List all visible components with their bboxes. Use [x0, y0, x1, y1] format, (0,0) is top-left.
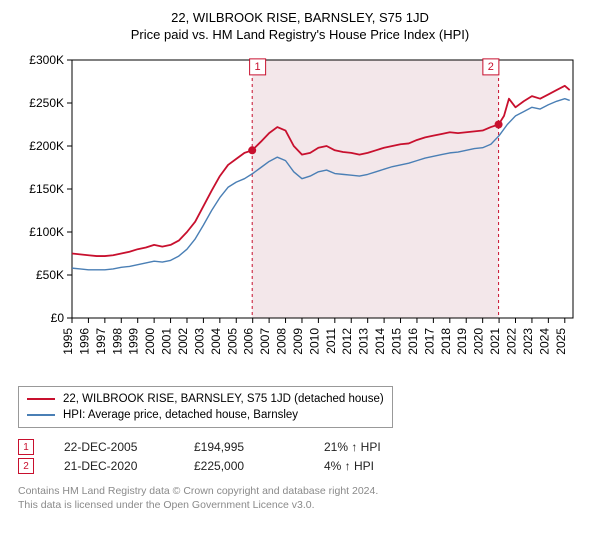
x-tick-label: 2018	[439, 328, 453, 355]
legend-row: HPI: Average price, detached house, Barn…	[27, 407, 384, 423]
x-tick-label: 2022	[505, 328, 519, 355]
sale-row: 1 22-DEC-2005 £194,995 21% ↑ HPI	[18, 439, 582, 455]
y-tick-label: £300K	[29, 53, 64, 67]
sale-marker-id: 2	[18, 458, 34, 474]
x-tick-label: 2009	[291, 328, 305, 355]
legend-label: HPI: Average price, detached house, Barn…	[63, 407, 298, 423]
x-tick-label: 2021	[488, 328, 502, 355]
x-tick-label: 1999	[127, 328, 141, 355]
x-tick-label: 2023	[521, 328, 535, 355]
x-tick-label: 2013	[357, 328, 371, 355]
x-tick-label: 1996	[77, 328, 91, 355]
x-tick-label: 2015	[390, 328, 404, 355]
legend-row: 22, WILBROOK RISE, BARNSLEY, S75 1JD (de…	[27, 391, 384, 407]
y-tick-label: £50K	[36, 268, 64, 282]
sale-date: 22-DEC-2005	[64, 440, 164, 454]
x-tick-label: 2004	[209, 328, 223, 355]
y-tick-label: £100K	[29, 225, 64, 239]
marker-dot-1	[248, 146, 256, 154]
y-tick-label: £250K	[29, 96, 64, 110]
x-tick-label: 2006	[242, 328, 256, 355]
page-subtitle: Price paid vs. HM Land Registry's House …	[18, 27, 582, 42]
x-tick-label: 1998	[110, 328, 124, 355]
sale-row: 2 21-DEC-2020 £225,000 4% ↑ HPI	[18, 458, 582, 474]
sale-price: £194,995	[194, 440, 294, 454]
x-tick-label: 2025	[554, 328, 568, 355]
y-tick-label: £0	[51, 311, 65, 325]
sale-delta: 4% ↑ HPI	[324, 459, 424, 473]
x-tick-label: 2019	[455, 328, 469, 355]
legend: 22, WILBROOK RISE, BARNSLEY, S75 1JD (de…	[18, 386, 393, 428]
marker-label-2: 2	[488, 61, 494, 73]
x-tick-label: 2012	[340, 328, 354, 355]
x-tick-label: 2007	[258, 328, 272, 355]
x-tick-label: 2000	[143, 328, 157, 355]
x-tick-label: 2002	[176, 328, 190, 355]
x-tick-label: 2020	[472, 328, 486, 355]
legend-label: 22, WILBROOK RISE, BARNSLEY, S75 1JD (de…	[63, 391, 384, 407]
y-tick-label: £150K	[29, 182, 64, 196]
page-title: 22, WILBROOK RISE, BARNSLEY, S75 1JD	[18, 10, 582, 25]
sale-marker-id: 1	[18, 439, 34, 455]
x-tick-label: 2017	[422, 328, 436, 355]
sale-date: 21-DEC-2020	[64, 459, 164, 473]
x-tick-label: 2014	[373, 328, 387, 355]
x-tick-label: 2024	[537, 328, 551, 355]
x-tick-label: 2008	[275, 328, 289, 355]
legend-swatch	[27, 414, 55, 416]
sale-delta: 21% ↑ HPI	[324, 440, 424, 454]
x-tick-label: 2003	[192, 328, 206, 355]
legend-swatch	[27, 398, 55, 400]
footer-attribution: Contains HM Land Registry data © Crown c…	[18, 484, 582, 512]
x-tick-label: 2010	[307, 328, 321, 355]
x-tick-label: 2005	[225, 328, 239, 355]
x-tick-label: 1997	[94, 328, 108, 355]
x-tick-label: 2011	[324, 328, 338, 354]
y-tick-label: £200K	[29, 139, 64, 153]
marker-label-1: 1	[255, 61, 261, 73]
x-tick-label: 2016	[406, 328, 420, 355]
footer-line-2: This data is licensed under the Open Gov…	[18, 498, 582, 512]
marker-dot-2	[495, 121, 503, 129]
footer-line-1: Contains HM Land Registry data © Crown c…	[18, 484, 582, 498]
x-tick-label: 1995	[61, 328, 75, 355]
sales-table: 1 22-DEC-2005 £194,995 21% ↑ HPI 2 21-DEC-202…	[18, 439, 582, 474]
price-chart: £0£50K£100K£150K£200K£250K£300K199519961…	[18, 50, 578, 380]
sale-price: £225,000	[194, 459, 294, 473]
x-tick-label: 2001	[160, 328, 174, 355]
